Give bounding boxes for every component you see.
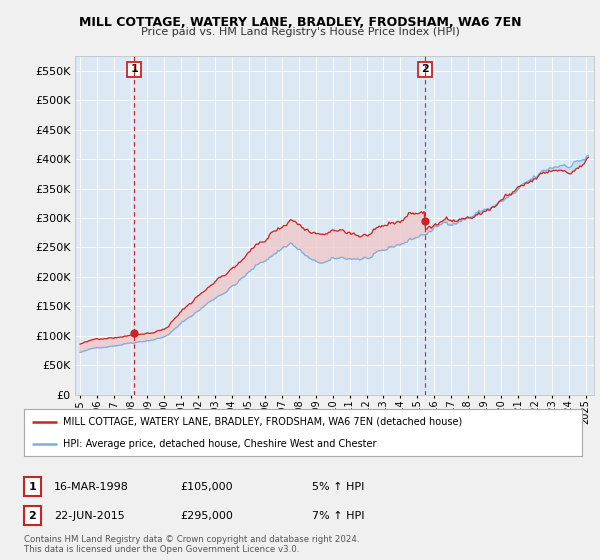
Text: £105,000: £105,000	[180, 482, 233, 492]
Text: 5% ↑ HPI: 5% ↑ HPI	[312, 482, 364, 492]
Text: HPI: Average price, detached house, Cheshire West and Chester: HPI: Average price, detached house, Ches…	[63, 438, 377, 449]
Text: £295,000: £295,000	[180, 511, 233, 521]
Text: 7% ↑ HPI: 7% ↑ HPI	[312, 511, 365, 521]
Text: 2: 2	[421, 64, 429, 74]
Text: 22-JUN-2015: 22-JUN-2015	[54, 511, 125, 521]
Text: MILL COTTAGE, WATERY LANE, BRADLEY, FRODSHAM, WA6 7EN (detached house): MILL COTTAGE, WATERY LANE, BRADLEY, FROD…	[63, 417, 463, 427]
Text: Price paid vs. HM Land Registry's House Price Index (HPI): Price paid vs. HM Land Registry's House …	[140, 27, 460, 37]
Text: 16-MAR-1998: 16-MAR-1998	[54, 482, 129, 492]
Text: 1: 1	[29, 482, 36, 492]
Text: 2: 2	[29, 511, 36, 521]
Text: 1: 1	[130, 64, 138, 74]
Text: This data is licensed under the Open Government Licence v3.0.: This data is licensed under the Open Gov…	[24, 545, 299, 554]
Text: Contains HM Land Registry data © Crown copyright and database right 2024.: Contains HM Land Registry data © Crown c…	[24, 535, 359, 544]
Text: MILL COTTAGE, WATERY LANE, BRADLEY, FRODSHAM, WA6 7EN: MILL COTTAGE, WATERY LANE, BRADLEY, FROD…	[79, 16, 521, 29]
